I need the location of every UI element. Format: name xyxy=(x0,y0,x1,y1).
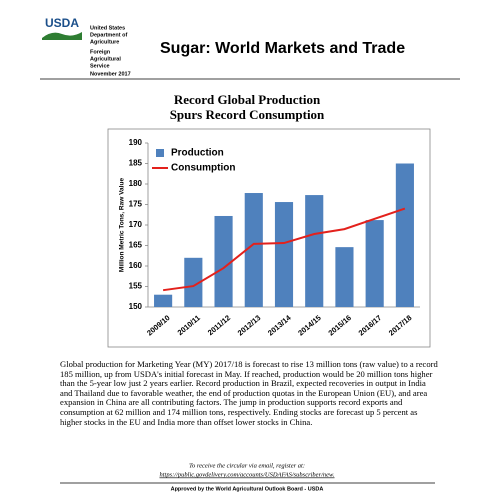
x-tick-label: 2013/14 xyxy=(266,313,293,338)
date: November 2017 xyxy=(90,71,131,77)
y-tick-label: 190 xyxy=(129,138,143,147)
x-tick-label: 2016/17 xyxy=(357,313,384,337)
logo-text: USDA xyxy=(45,16,79,30)
agency-line: United States xyxy=(90,25,125,31)
bar xyxy=(244,193,263,307)
bar xyxy=(184,257,203,307)
bar xyxy=(305,195,324,307)
line xyxy=(162,207,406,292)
bar xyxy=(274,202,294,307)
bar xyxy=(154,294,173,307)
y-tick-label: 185 xyxy=(129,159,143,168)
y-tick-label: 170 xyxy=(129,220,143,229)
usda-logo: USDA xyxy=(42,16,82,40)
footer-link[interactable]: https://public.govdelivery.com/accounts/… xyxy=(159,471,334,478)
service-line: Service xyxy=(90,63,110,69)
x-tick-label: 2015/16 xyxy=(326,313,353,337)
agency-line: Department of xyxy=(90,32,127,38)
x-tick-label: 2017/18 xyxy=(387,313,414,337)
bar xyxy=(335,247,354,307)
y-tick-label: 175 xyxy=(129,200,143,209)
y-tick-label: 160 xyxy=(129,261,143,270)
y-tick-label: 165 xyxy=(129,241,143,250)
chart-title: Record Global Production xyxy=(174,92,321,107)
x-tick-label: 2010/11 xyxy=(176,313,202,337)
footer-approval: Approved by the World Agricultural Outlo… xyxy=(171,486,324,492)
legend-label: Consumption xyxy=(171,163,235,174)
x-tick-label: 2012/13 xyxy=(236,313,263,337)
x-tick-label: 2014/15 xyxy=(296,313,323,337)
bar xyxy=(365,220,384,307)
footer-note: To receive the circular via email, regis… xyxy=(189,462,305,469)
y-tick-label: 155 xyxy=(129,282,143,291)
plot: 150 155 160 165 170 175 180 185 190 2009/10 2010/1… xyxy=(129,138,420,337)
y-axis-label: Million Metric Tons, Raw Value xyxy=(119,178,126,273)
chart-frame xyxy=(107,128,431,348)
bar xyxy=(395,163,414,307)
bar xyxy=(214,215,233,307)
page-title: Sugar: World Markets and Trade xyxy=(160,40,405,57)
legend-label: Production xyxy=(171,148,224,159)
legend-swatch xyxy=(156,149,164,157)
service-line: Agricultural xyxy=(90,56,121,62)
x-tick-label: 2009/10 xyxy=(145,313,172,337)
logo-hill xyxy=(42,32,82,40)
y-tick-label: 150 xyxy=(129,302,143,311)
agency-line: Agriculture xyxy=(90,39,119,45)
x-tick-label: 2011/12 xyxy=(206,313,232,337)
y-tick-label: 180 xyxy=(129,179,143,188)
service-line: Foreign xyxy=(90,49,111,55)
body-text: Global production for Marketing Year (MY… xyxy=(60,359,438,427)
chart-title: Spurs Record Consumption xyxy=(170,107,325,122)
